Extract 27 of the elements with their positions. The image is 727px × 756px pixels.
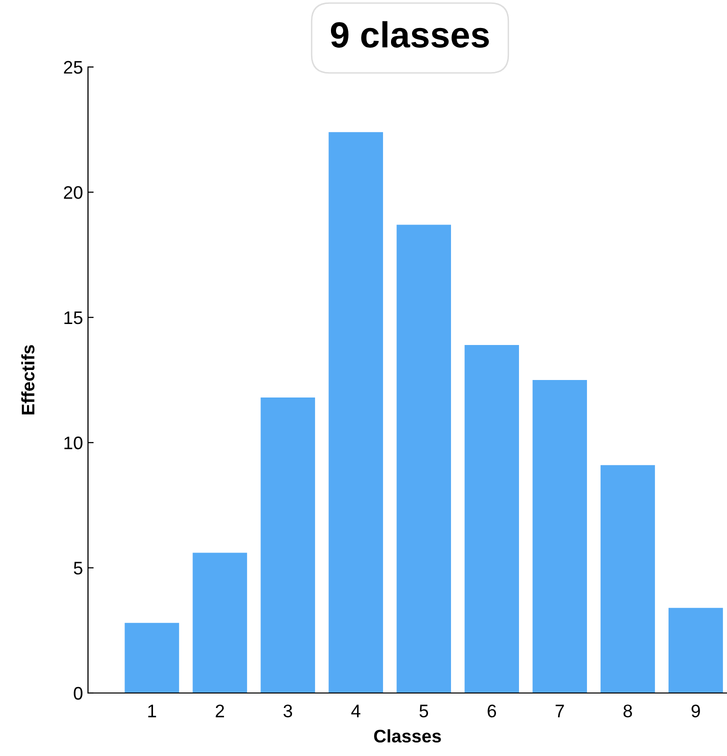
y-tick-label: 20 (64, 186, 82, 199)
x-tick-label: 7 (556, 704, 564, 718)
y-tick-label: 10 (64, 436, 82, 450)
x-tick-label: 4 (351, 704, 360, 718)
x-axis-title: Classes (374, 729, 441, 743)
x-tick-label: 5 (420, 704, 428, 718)
x-tick-label: 1 (148, 704, 156, 718)
y-tick-label: 15 (64, 312, 82, 324)
x-tick-label: 6 (488, 704, 496, 718)
bar (328, 132, 384, 693)
x-tick-label: 3 (284, 704, 292, 718)
y-tick-label: 0 (74, 686, 82, 700)
x-tick-label: 8 (624, 704, 632, 718)
bar (260, 398, 316, 693)
x-tick-label: 2 (216, 704, 224, 718)
bar (396, 224, 452, 693)
bar (464, 344, 519, 693)
chart-title: 9 classes (330, 21, 489, 48)
x-tick-label: 9 (692, 704, 700, 718)
bar (600, 465, 655, 693)
bar (124, 622, 180, 693)
bar (668, 608, 723, 693)
bar (192, 552, 248, 693)
y-axis-title: Effectifs (21, 345, 34, 414)
bar (532, 380, 587, 693)
y-tick-label: 25 (64, 60, 82, 74)
y-tick-label: 5 (74, 562, 82, 575)
